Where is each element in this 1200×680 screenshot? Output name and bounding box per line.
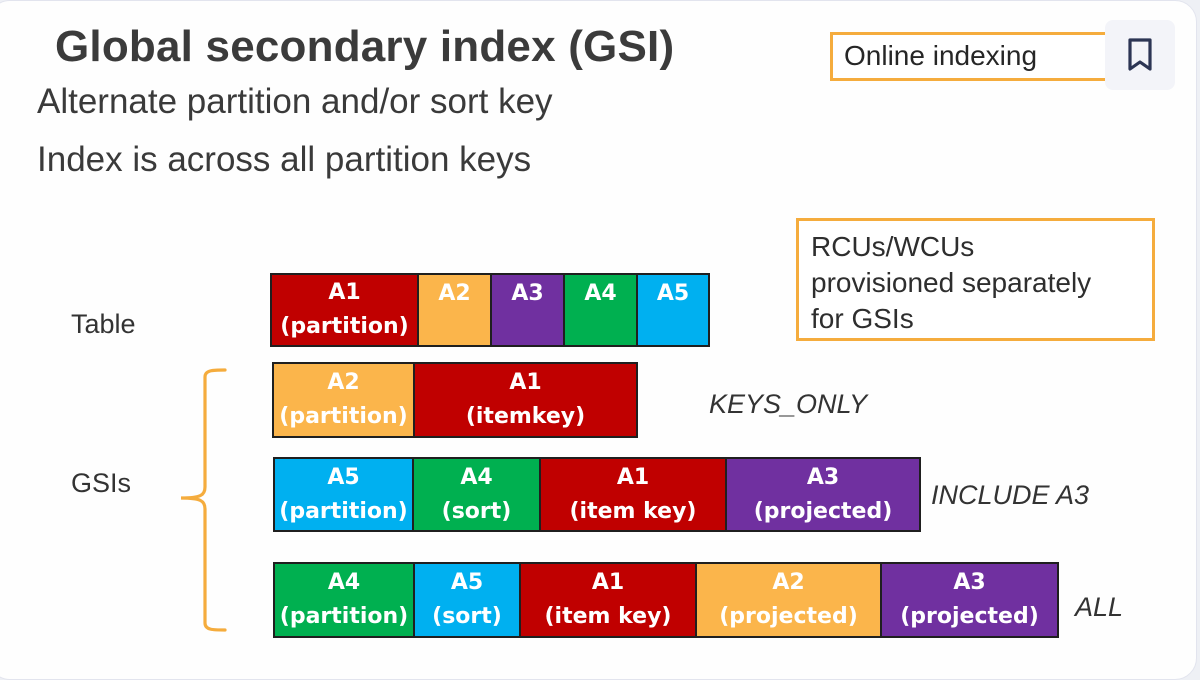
segment-a4: A4 (partition) bbox=[275, 564, 415, 636]
online-indexing-highlight bbox=[830, 32, 1120, 81]
gsis-label: GSIs bbox=[71, 468, 132, 498]
segment-a3: A3 bbox=[492, 275, 565, 345]
segment-role: (partition) bbox=[280, 314, 409, 339]
projection-keys-only: KEYS_ONLY bbox=[709, 389, 868, 419]
segment-a5: A5 (partition) bbox=[275, 459, 414, 530]
segment-role: (sort) bbox=[432, 604, 502, 629]
note-line: provisioned separately bbox=[811, 267, 1092, 298]
segment-a5: A5 (sort) bbox=[415, 564, 521, 636]
segment-name: A3 bbox=[806, 464, 840, 490]
segment-role: (partition) bbox=[279, 404, 408, 429]
bullet-alternate-keys: Alternate partition and/or sort key bbox=[37, 82, 553, 121]
rcu-wcu-note: RCUs/WCUs provisioned separately for GSI… bbox=[796, 218, 1155, 341]
segment-a4: A4 bbox=[565, 275, 638, 345]
segment-name: A3 bbox=[511, 281, 544, 306]
segment-name: A1 bbox=[616, 464, 650, 490]
segment-role: (sort) bbox=[441, 498, 512, 524]
segment-name: A3 bbox=[953, 570, 986, 595]
segment-a2: A2 (partition) bbox=[274, 364, 415, 436]
gsi-all-bar: A4 (partition) A5 (sort) A1 (item key) A… bbox=[273, 562, 1059, 638]
gsi-keys-only-bar: A2 (partition) A1 (itemkey) bbox=[272, 362, 638, 438]
segment-name: A2 bbox=[438, 281, 471, 306]
segment-a2: A2 (projected) bbox=[697, 564, 882, 636]
segment-name: A2 bbox=[772, 570, 805, 595]
segment-role: (projected) bbox=[719, 604, 858, 629]
segment-a2: A2 bbox=[419, 275, 492, 345]
bookmark-icon bbox=[1128, 38, 1152, 71]
bookmark-button[interactable] bbox=[1105, 20, 1175, 90]
table-label: Table bbox=[71, 309, 136, 339]
bullet-index-scope: Index is across all partition keys bbox=[37, 140, 532, 179]
note-line: RCUs/WCUs bbox=[811, 231, 975, 262]
segment-a3: A3 (projected) bbox=[727, 459, 919, 530]
segment-role: (item key) bbox=[544, 604, 672, 629]
segment-a1: A1 (itemkey) bbox=[415, 364, 636, 436]
gsi-include-bar: A5 (partition) A4 (sort) A1 (item key) A… bbox=[273, 457, 921, 532]
segment-a5: A5 bbox=[638, 275, 708, 345]
segment-name: A5 bbox=[450, 570, 484, 595]
segment-name: A2 bbox=[327, 370, 360, 395]
segment-a1: A1 (item key) bbox=[521, 564, 697, 636]
segment-role: (item key) bbox=[569, 498, 697, 524]
segment-role: (itemkey) bbox=[465, 404, 586, 429]
segment-a1: A1 (item key) bbox=[541, 459, 727, 530]
table-bar: A1 (partition) A2 A3 A4 A5 bbox=[270, 273, 710, 347]
segment-name: A4 bbox=[327, 570, 361, 595]
segment-name: A4 bbox=[460, 464, 493, 490]
segment-name: A5 bbox=[656, 281, 690, 306]
segment-name: A1 bbox=[509, 370, 542, 395]
projection-include: INCLUDE A3 bbox=[931, 480, 1090, 510]
segment-a4: A4 (sort) bbox=[414, 459, 541, 530]
online-indexing-label: Online indexing bbox=[844, 40, 1038, 71]
segment-name: A4 bbox=[584, 281, 617, 306]
segment-role: (partition) bbox=[279, 604, 409, 629]
segment-role: (projected) bbox=[900, 604, 1039, 629]
segment-a1: A1 (partition) bbox=[272, 275, 419, 345]
projection-all: ALL bbox=[1075, 592, 1124, 622]
slide-title: Global secondary index (GSI) bbox=[55, 22, 675, 71]
segment-name: A5 bbox=[327, 464, 360, 490]
segment-role: (partition) bbox=[279, 498, 408, 524]
segment-a3: A3 (projected) bbox=[882, 564, 1057, 636]
segment-name: A1 bbox=[591, 570, 625, 595]
note-line: for GSIs bbox=[811, 303, 914, 334]
segment-role: (projected) bbox=[753, 498, 893, 524]
segment-name: A1 bbox=[328, 280, 361, 305]
gsi-brace-icon bbox=[180, 368, 227, 632]
